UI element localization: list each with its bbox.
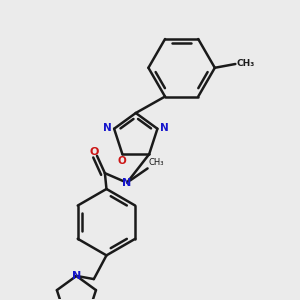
Text: N: N (160, 123, 168, 133)
Text: O: O (117, 155, 126, 166)
Text: N: N (72, 271, 81, 281)
Text: N: N (122, 178, 132, 188)
Text: CH₃: CH₃ (149, 158, 164, 167)
Text: CH₃: CH₃ (237, 59, 255, 68)
Text: O: O (89, 147, 98, 157)
Text: N: N (103, 123, 112, 133)
